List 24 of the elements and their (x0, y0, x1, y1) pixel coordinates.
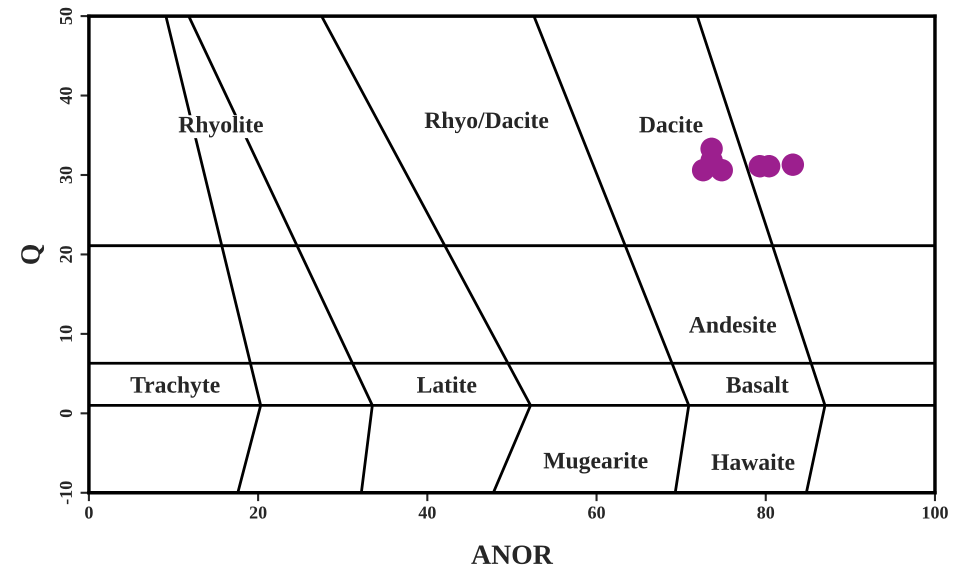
annotation: Trachyte (130, 376, 220, 398)
y-tick-label: 40 (60, 87, 72, 104)
annotation: Rhyo/Dacite (424, 112, 548, 134)
x-tick-label: 20 (250, 506, 266, 519)
annotation: Rhyolite (178, 116, 263, 138)
y-axis-title: Q (21, 244, 44, 264)
y-tick-label: 50 (60, 8, 72, 24)
x-tick-label: 80 (757, 506, 774, 519)
annotation: Basalt (726, 376, 789, 393)
x-tick-label: 100 (922, 506, 948, 519)
annotation: Latite (417, 376, 476, 393)
x-tick-label: 0 (85, 506, 93, 519)
annotation: Mugearite (544, 452, 648, 474)
y-tick-label: 0 (60, 410, 72, 418)
y-tick-label: 20 (60, 246, 72, 263)
y-tick-label: 30 (60, 166, 72, 184)
y-tick-label: 10 (60, 326, 72, 342)
annotation: Hawaite (712, 453, 794, 470)
x-tick-label: 60 (588, 506, 605, 519)
x-tick-label: 40 (418, 506, 436, 519)
y-tick-label: -10 (60, 481, 72, 504)
annotation: Dacite (639, 116, 703, 133)
annotation: Andesite (689, 316, 776, 333)
x-axis-title: ANOR (471, 545, 554, 564)
